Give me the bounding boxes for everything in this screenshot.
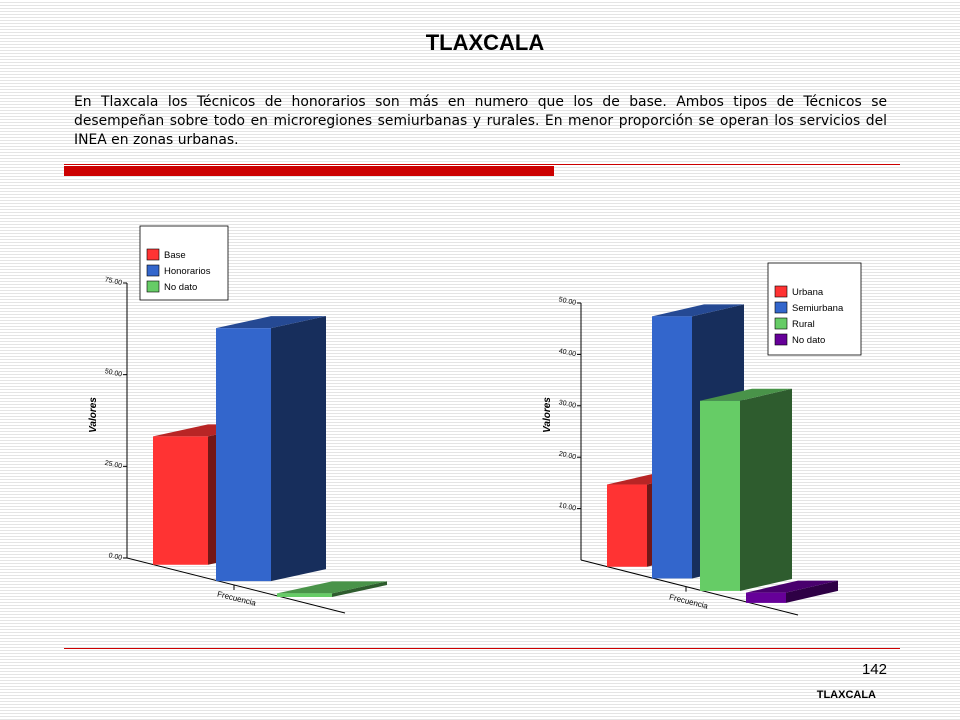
y-tick-label: 25.00: [104, 460, 123, 471]
bar-front: [700, 400, 740, 591]
y-tick-label: 0.00: [108, 552, 123, 562]
bar-honorarios: [216, 316, 326, 582]
legend-label: Urbana: [792, 287, 824, 298]
bar-no-dato: [746, 580, 838, 603]
bar-front: [153, 436, 208, 565]
bar-top: [700, 388, 792, 401]
chart-2: 10.00 20.00 30.00 40.00 50.00 Valores Frecuenc…: [542, 262, 862, 616]
bar-front: [607, 484, 647, 567]
bar-top: [216, 316, 326, 329]
legend-swatch: [146, 248, 160, 261]
legend-swatch: [146, 280, 160, 293]
legend-swatch: [146, 264, 160, 277]
slide-paragraph: En Tlaxcala los Técnicos de honorarios s…: [74, 94, 887, 148]
x-axis: [580, 559, 799, 616]
legend-label: No dato: [792, 335, 825, 346]
y-tick-label: 75.00: [104, 276, 123, 287]
accent-bar: [64, 166, 554, 176]
legend-label: Base: [164, 250, 186, 261]
bar-front: [216, 328, 271, 582]
legend-label: Semiurbana: [792, 303, 844, 314]
y-tick-label: 50.00: [558, 296, 577, 307]
bar-front: [277, 593, 332, 597]
y-tick-label: 40.00: [558, 348, 577, 359]
page-number: 142: [861, 661, 887, 678]
top-divider: [64, 164, 900, 165]
legend-label: Rural: [792, 319, 815, 330]
bar-side: [786, 580, 838, 603]
bar-side: [271, 316, 326, 582]
bar-rural: [700, 388, 792, 591]
y-axis-title: Valores: [88, 397, 99, 433]
legend: Base Honorarios No dato: [139, 225, 229, 301]
bar-top: [652, 304, 744, 317]
legend-label: Honorarios: [164, 266, 211, 277]
y-tick-label: 30.00: [558, 399, 577, 410]
bar-top: [277, 581, 387, 594]
bar-front: [746, 592, 786, 603]
y-tick-label: 10.00: [558, 502, 577, 513]
legend: Urbana Semiurbana Rural No dato: [767, 262, 862, 356]
slide-title: TLAXCALA: [425, 30, 545, 55]
bar-side: [740, 388, 792, 591]
y-tick-label: 20.00: [558, 451, 577, 462]
bar-front: [652, 316, 692, 579]
bar-top: [746, 580, 838, 593]
y-tick-label: 50.00: [104, 368, 123, 379]
x-category-label: Frecuencia: [216, 589, 257, 607]
x-category-label: Frecuencia: [668, 592, 709, 610]
legend-swatch: [774, 301, 788, 314]
y-axis-title: Valores: [542, 397, 553, 433]
x-axis: [126, 557, 346, 614]
bottom-divider: [64, 648, 900, 649]
chart-1: 0.00 25.00 50.00 75.00 Valores Frecuencia Base…: [88, 225, 387, 614]
legend-label: No dato: [164, 282, 197, 293]
bar-no-dato: [277, 581, 387, 597]
footer-label: TLAXCALA: [816, 689, 876, 701]
bar-side: [332, 581, 387, 597]
legend-swatch: [774, 285, 788, 298]
legend-swatch: [774, 317, 788, 330]
legend-swatch: [774, 333, 788, 346]
